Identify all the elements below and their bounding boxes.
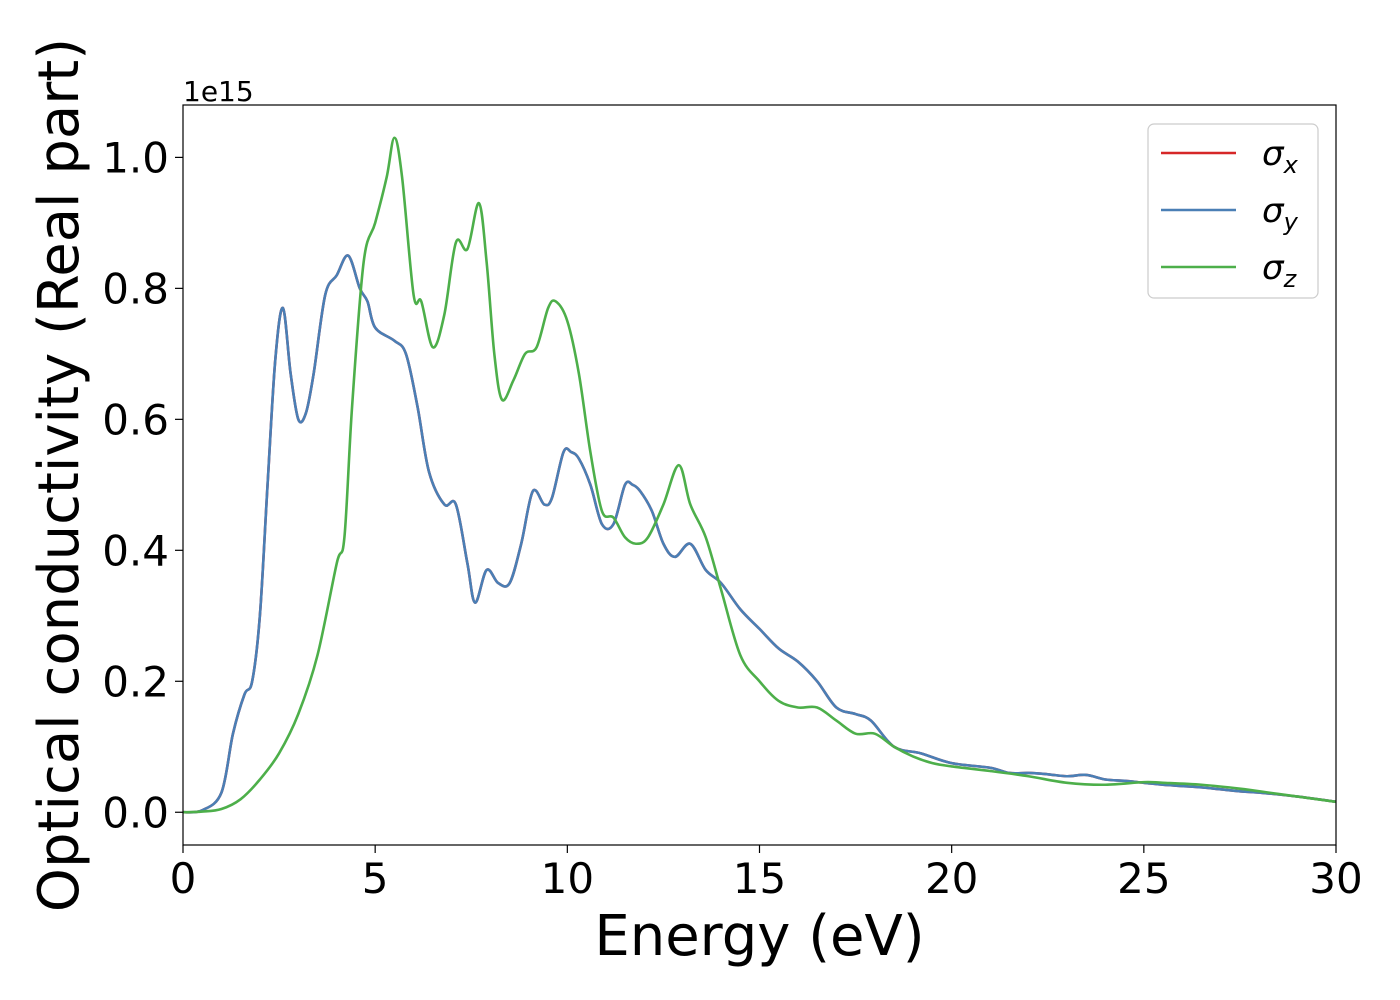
series-layer [182,136,1337,814]
y-tick-label: 0.8 [102,264,169,313]
y-tick-label: 0.2 [102,657,169,706]
y-tick-label: 0.0 [102,788,169,837]
x-axis-ticks: 0 5 10 15 20 25 30 [170,845,1363,903]
x-axis-label: Energy (eV) [594,904,924,969]
x-tick-label: 0 [170,854,197,903]
y-tick-label: 0.4 [102,526,169,575]
x-tick-label: 10 [541,854,594,903]
x-tick-label: 15 [733,854,786,903]
x-tick-label: 20 [925,854,978,903]
series-line-y [182,254,1337,814]
x-tick-label: 25 [1117,854,1170,903]
y-axis-ticks: 0.0 0.2 0.4 0.6 0.8 1.0 [102,133,183,837]
y-axis-label: Optical conductivity (Real part) [27,38,92,912]
series-line-z [182,136,1337,814]
y-tick-label: 0.6 [102,395,169,444]
y-tick-label: 1.0 [102,133,169,182]
x-tick-label: 5 [362,854,389,903]
y-offset-label: 1e15 [183,75,254,108]
x-tick-label: 30 [1309,854,1362,903]
